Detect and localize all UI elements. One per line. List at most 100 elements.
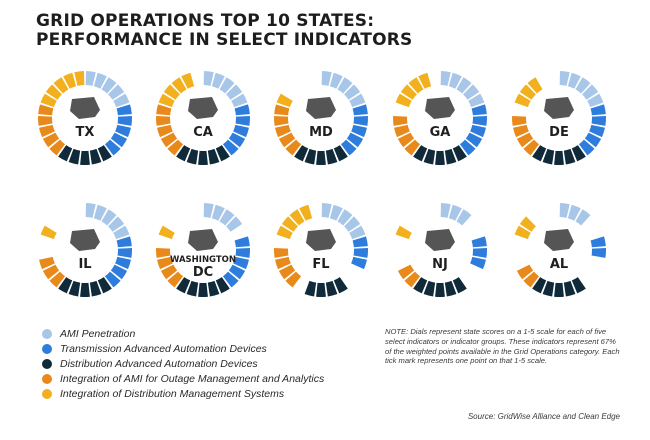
dial-tick-distribution-advanced-automation-devices-3 bbox=[554, 150, 564, 165]
dial-tick-transmission-advanced-automation-devices-3 bbox=[115, 124, 131, 138]
dial-tick-integration-of-ami-for-outage-management-and-analytics-1 bbox=[167, 139, 184, 156]
dial-tick-transmission-advanced-automation-devices-2 bbox=[591, 248, 606, 258]
dial-tick-distribution-advanced-automation-devices-3 bbox=[80, 282, 90, 297]
legend-swatch bbox=[42, 328, 52, 339]
dial-tick-ami-penetration-1 bbox=[203, 203, 214, 218]
dial-tick-integration-of-distribution-management-systems-2 bbox=[163, 84, 180, 100]
dial-tick-ami-penetration-3 bbox=[575, 209, 591, 226]
dial-tick-ami-penetration-1 bbox=[321, 71, 332, 86]
dial-tick-ami-penetration-2 bbox=[448, 72, 462, 89]
legend: AMI Penetration Transmission Advanced Au… bbox=[42, 326, 324, 401]
dial-tick-integration-of-ami-for-outage-management-and-analytics-2 bbox=[42, 264, 60, 280]
dial-tick-transmission-advanced-automation-devices-1 bbox=[590, 236, 606, 248]
dial-tick-transmission-advanced-automation-devices-5 bbox=[104, 271, 121, 288]
dial-tick-integration-of-ami-for-outage-management-and-analytics-3 bbox=[157, 124, 173, 138]
dial-tick-transmission-advanced-automation-devices-3 bbox=[233, 124, 249, 138]
state-shape-icon bbox=[188, 229, 218, 251]
dial-tick-transmission-advanced-automation-devices-1 bbox=[116, 104, 132, 116]
dial-tick-integration-of-distribution-management-systems-1 bbox=[514, 225, 531, 240]
dial-tick-distribution-advanced-automation-devices-2 bbox=[325, 148, 338, 165]
dial-tick-transmission-advanced-automation-devices-5 bbox=[222, 139, 239, 156]
state-label: IL bbox=[78, 257, 91, 272]
dial-tick-integration-of-ami-for-outage-management-and-analytics-3 bbox=[39, 124, 55, 138]
dial-tick-integration-of-ami-for-outage-management-and-analytics-4 bbox=[156, 248, 171, 258]
dial-tick-integration-of-ami-for-outage-management-and-analytics-1 bbox=[49, 271, 66, 288]
dial-tick-transmission-advanced-automation-devices-1 bbox=[234, 236, 250, 248]
dial-tick-distribution-advanced-automation-devices-3 bbox=[435, 282, 445, 297]
state-shape-icon bbox=[306, 229, 336, 251]
dial-tick-ami-penetration-2 bbox=[448, 204, 462, 221]
legend-label: Distribution Advanced Automation Devices bbox=[60, 357, 258, 370]
dial-tick-integration-of-ami-for-outage-management-and-analytics-1 bbox=[49, 139, 66, 156]
dial-tick-integration-of-ami-for-outage-management-and-analytics-4 bbox=[274, 116, 289, 126]
dial-tick-transmission-advanced-automation-devices-1 bbox=[352, 104, 368, 116]
dial-md: MD bbox=[274, 71, 369, 165]
dial-tick-transmission-advanced-automation-devices-1 bbox=[116, 236, 132, 248]
dial-tick-integration-of-ami-for-outage-management-and-analytics-1 bbox=[285, 139, 302, 156]
dial-tick-integration-of-distribution-management-systems-3 bbox=[289, 209, 305, 226]
dial-tick-integration-of-distribution-management-systems-1 bbox=[276, 93, 293, 108]
dial-tick-ami-penetration-4 bbox=[463, 84, 480, 100]
dial-tick-transmission-advanced-automation-devices-3 bbox=[470, 124, 486, 138]
dial-tick-integration-of-distribution-management-systems-1 bbox=[158, 93, 175, 108]
state-label: NJ bbox=[432, 257, 448, 272]
state-shape-icon bbox=[425, 229, 455, 251]
dial-tick-integration-of-distribution-management-systems-1 bbox=[395, 93, 412, 108]
dial-tick-integration-of-distribution-management-systems-2 bbox=[45, 84, 62, 100]
dial-ca: CA bbox=[156, 71, 250, 165]
dial-tick-integration-of-ami-for-outage-management-and-analytics-1 bbox=[285, 271, 302, 288]
dial-tick-distribution-advanced-automation-devices-1 bbox=[333, 145, 348, 162]
state-shape-icon bbox=[70, 229, 100, 251]
dial-tick-ami-penetration-3 bbox=[337, 209, 353, 226]
dial-tick-distribution-advanced-automation-devices-3 bbox=[435, 150, 445, 165]
dial-tick-distribution-advanced-automation-devices-5 bbox=[176, 145, 191, 162]
dial-tick-ami-penetration-5 bbox=[113, 93, 130, 108]
dial-tick-ami-penetration-3 bbox=[456, 209, 472, 226]
dial-tick-integration-of-distribution-management-systems-1 bbox=[158, 225, 175, 240]
state-shape-icon bbox=[306, 97, 336, 119]
dial-tick-ami-penetration-2 bbox=[211, 204, 225, 221]
dial-tick-ami-penetration-4 bbox=[226, 216, 243, 232]
dial-tick-ami-penetration-4 bbox=[108, 84, 125, 100]
legend-item-outage-management: Integration of AMI for Outage Management… bbox=[42, 371, 324, 386]
dial-tick-distribution-advanced-automation-devices-5 bbox=[413, 145, 428, 162]
dial-tick-ami-penetration-1 bbox=[203, 71, 214, 86]
dial-tick-ami-penetration-2 bbox=[93, 204, 107, 221]
title-line-2: PERFORMANCE IN SELECT INDICATORS bbox=[36, 30, 413, 50]
dial-tick-integration-of-distribution-management-systems-2 bbox=[400, 84, 417, 100]
dial-tick-distribution-advanced-automation-devices-3 bbox=[316, 150, 326, 165]
dial-tick-ami-penetration-2 bbox=[329, 72, 343, 89]
dial-tick-distribution-advanced-automation-devices-4 bbox=[423, 148, 436, 165]
dial-tick-ami-penetration-1 bbox=[440, 71, 451, 86]
legend-swatch bbox=[42, 358, 52, 369]
dial-tick-integration-of-ami-for-outage-management-and-analytics-4 bbox=[393, 116, 408, 126]
dial-tick-distribution-advanced-automation-devices-5 bbox=[176, 277, 191, 294]
dial-tick-ami-penetration-2 bbox=[211, 72, 225, 89]
dial-tick-transmission-advanced-automation-devices-4 bbox=[228, 132, 246, 148]
state-label: FL bbox=[312, 257, 329, 272]
dial-tick-integration-of-distribution-management-systems-3 bbox=[408, 77, 424, 94]
state-label: CA bbox=[193, 125, 213, 140]
legend-item-dms: Integration of Distribution Management S… bbox=[42, 386, 324, 401]
dial-de: DE bbox=[511, 71, 606, 165]
source-credit: Source: GridWise Alliance and Clean Edge bbox=[467, 412, 620, 421]
dial-tick-integration-of-ami-for-outage-management-and-analytics-3 bbox=[394, 124, 410, 138]
dial-tick-integration-of-ami-for-outage-management-and-analytics-1 bbox=[404, 271, 421, 288]
dial-tick-integration-of-ami-for-outage-management-and-analytics-4 bbox=[37, 116, 53, 126]
state-label: WASHINGTON DC bbox=[170, 255, 236, 280]
dial-tick-integration-of-ami-for-outage-management-and-analytics-5 bbox=[38, 104, 54, 116]
dial-tick-distribution-advanced-automation-devices-1 bbox=[571, 145, 586, 162]
dial-tick-transmission-advanced-automation-devices-4 bbox=[110, 264, 128, 280]
dial-tick-integration-of-ami-for-outage-management-and-analytics-2 bbox=[42, 132, 60, 148]
methodology-note: NOTE: Dials represent state scores on a … bbox=[385, 327, 620, 366]
dial-nj: NJ bbox=[395, 203, 487, 297]
dial-tick-ami-penetration-4 bbox=[226, 84, 243, 100]
legend-item-distribution: Distribution Advanced Automation Devices bbox=[42, 356, 324, 371]
dial-al: AL bbox=[514, 203, 606, 297]
dial-tick-distribution-advanced-automation-devices-5 bbox=[532, 277, 547, 294]
dial-tick-ami-penetration-2 bbox=[93, 72, 107, 89]
dial-tick-integration-of-ami-for-outage-management-and-analytics-1 bbox=[523, 139, 540, 156]
title-line-1: GRID OPERATIONS TOP 10 STATES: bbox=[36, 11, 375, 31]
dial-tick-transmission-advanced-automation-devices-3 bbox=[470, 256, 486, 270]
dial-tick-integration-of-distribution-management-systems-4 bbox=[299, 204, 313, 221]
